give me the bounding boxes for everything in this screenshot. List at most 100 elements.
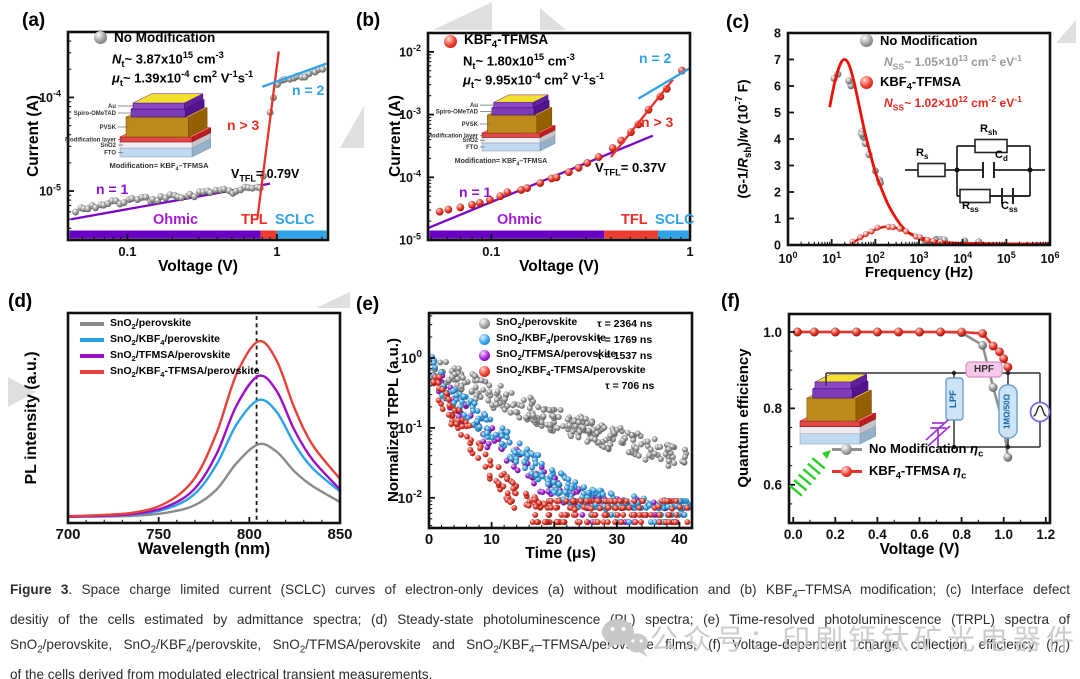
panel-b-x-axis-label: Voltage (V) <box>519 258 599 275</box>
svg-text:0.8: 0.8 <box>952 527 971 542</box>
svg-text:5: 5 <box>774 106 781 120</box>
panel-d-legend-3: SnO2/TFMSA/perovskite <box>110 349 231 364</box>
svg-text:1.0: 1.0 <box>994 527 1013 542</box>
panel-d-label: (d) <box>8 291 33 312</box>
circuit-label-lpf: LPF <box>948 390 959 408</box>
svg-text:4: 4 <box>774 133 781 147</box>
svg-text:1: 1 <box>774 212 781 226</box>
panel-f-legend-1: No Modification ηc <box>869 441 984 459</box>
svg-text:1.0: 1.0 <box>763 325 782 340</box>
svg-text:7: 7 <box>774 53 781 67</box>
watermark-text: 公众号：印刷钙钛矿光电器件 <box>650 624 1080 655</box>
svg-text:700: 700 <box>55 526 80 543</box>
panel-e-legend-entry-4: SnO2/KBF4-TFMSA/perovskite <box>479 364 646 378</box>
panel-c-nss-2: NSS~ 1.02×1012 cm-2 eV-1 <box>884 94 1022 113</box>
panel-e-legend-entry-1: SnO2/perovskite <box>479 316 577 330</box>
svg-text:3: 3 <box>774 159 781 173</box>
panel-b-legend-title: KBF4-TFMSA <box>464 32 549 51</box>
panel-e-legend-entry-3: SnO2/TFMSA/perovskite <box>479 348 616 362</box>
gray-line-swatch-icon <box>80 322 104 326</box>
svg-text:6: 6 <box>774 80 781 94</box>
panel-e-label: (e) <box>356 294 380 315</box>
svg-text:PVSK: PVSK <box>462 122 479 128</box>
svg-text:0.1: 0.1 <box>118 244 136 259</box>
panel-a-x-axis-label: Voltage (V) <box>158 258 238 275</box>
red-sphere-marker-icon <box>860 76 873 90</box>
circuit-label-hpf: HPF <box>974 364 994 375</box>
panel-a-vtfl: VTFL= 0.79V <box>231 167 300 184</box>
panel-e-tau-4: τ = 706 ns <box>605 380 655 392</box>
circuit-label-rs: Rs <box>916 147 929 162</box>
panel-c-legend-entry-1: No Modification <box>860 33 978 48</box>
svg-text:750: 750 <box>146 526 171 543</box>
gray-sphere-marker-icon <box>860 34 873 47</box>
panel-e-x-axis-label: Time (μs) <box>525 545 596 562</box>
figure-caption: Figure 3. Space charge limited current (… <box>10 578 1070 679</box>
panel-f-label: (f) <box>721 291 740 312</box>
gray-sphere-marker-icon <box>94 31 107 44</box>
red-sphere-marker-icon <box>479 365 490 377</box>
svg-text:1: 1 <box>273 244 280 259</box>
panel-a-trap-density: Nt~ 3.87x1015 cm-3 <box>112 50 224 69</box>
panel-d-legend-1: SnO2/perovskite <box>110 317 192 332</box>
blue-sphere-marker-icon <box>479 333 490 345</box>
panel-f-x-axis-label: Voltage (V) <box>879 541 960 558</box>
panel-c-nss-1: NSS~ 1.05×1013 cm-2 eV-1 <box>884 53 1022 72</box>
panel-a-annotation-n3: n > 3 <box>227 117 260 133</box>
caption-line-4: of the cells derived from modulated elec… <box>10 667 433 679</box>
panel-b-trap-density: Nt~ 1.80x1015 cm-3 <box>463 52 575 71</box>
panel-a-annotation-n1: n = 1 <box>96 181 129 197</box>
svg-text:850: 850 <box>327 526 352 543</box>
purple-line-swatch-icon <box>80 354 104 358</box>
caption-line-2: desitiy of the cells estimated by admitt… <box>10 612 1070 628</box>
svg-text:2: 2 <box>774 186 781 200</box>
panel-b-inset-caption: Modification= KBF4–TFMSA <box>454 158 548 168</box>
svg-text:0.2: 0.2 <box>826 527 845 542</box>
gray-line-sphere-swatch-icon <box>832 443 862 455</box>
panel-f-legend-2: KBF4-TFMSA ηc <box>869 463 967 481</box>
panel-c-legend-title-1: No Modification <box>880 33 978 48</box>
svg-text:0.6: 0.6 <box>910 527 929 542</box>
panel-f-legend-entry-2: KBF4-TFMSA ηc <box>832 463 966 481</box>
circuit-label-rsh: Rsh <box>980 123 998 138</box>
panel-a-region-ohmic: Ohmic <box>153 212 199 228</box>
panel-b-y-axis-label: Current (A) <box>387 95 404 177</box>
panel-e-tau-2: τ = 1769 ns <box>597 334 653 346</box>
panel-d-legend-4: SnO2/KBF4-TFMSA/perovskite <box>110 365 260 380</box>
panel-b-region-tfl: TFL <box>621 212 648 228</box>
svg-text:FTO: FTO <box>466 145 478 151</box>
red-sphere-marker-icon <box>444 34 457 48</box>
panel-c-label: (c) <box>726 12 750 33</box>
red-line-sphere-swatch-icon <box>832 465 862 477</box>
panel-a-legend-title: No Modification <box>114 30 216 45</box>
circuit-label-load: 1MΩ/50Ω <box>1002 393 1012 430</box>
caption-line-1: Figure 3. Space charge limited current (… <box>10 582 1071 601</box>
svg-text:0.0: 0.0 <box>784 527 803 542</box>
panel-e-y-axis-label: Normalized TRPL (a.u.) <box>385 338 402 502</box>
panel-d-legend-entry-2: SnO2/KBF4/perovskite <box>80 333 220 347</box>
panel-b-region-ohmic: Ohmic <box>497 212 543 228</box>
blue-line-swatch-icon <box>80 338 104 342</box>
panel-f-y-axis-label: Quantum efficiency <box>735 348 752 488</box>
panel-c-x-axis-label: Frequency (Hz) <box>864 264 974 281</box>
svg-text:1.2: 1.2 <box>1036 527 1055 542</box>
svg-text:Spiro-OMeTAD: Spiro-OMeTAD <box>74 111 117 117</box>
panel-e-legend-2: SnO2/KBF4/perovskite <box>496 332 606 347</box>
panel-b-label: (b) <box>356 10 381 31</box>
svg-text:Au: Au <box>108 104 116 110</box>
svg-text:40: 40 <box>671 531 688 548</box>
svg-text:0: 0 <box>774 239 781 253</box>
svg-text:0.1: 0.1 <box>482 244 500 259</box>
panel-b-legend-entry: KBF4-TFMSA <box>444 32 548 51</box>
purple-sphere-marker-icon <box>479 349 490 361</box>
panel-f-legend-entry-1: No Modification ηc <box>832 441 983 459</box>
panel-e-legend-3: SnO2/TFMSA/perovskite <box>496 348 617 363</box>
panel-d-x-axis-label: Wavelength (nm) <box>137 540 271 558</box>
svg-text:Spiro-OMeTAD: Spiro-OMeTAD <box>436 109 479 115</box>
panel-a-mobility: μt~ 1.39x10-4 cm2 V-1s-1 <box>112 69 254 88</box>
panel-a-region-sclc: SCLC <box>275 212 315 228</box>
panel-c-legend-entry-2: KBF4-TFMSA <box>860 74 961 92</box>
panel-d-legend-entry-3: SnO2/TFMSA/perovskite <box>80 349 230 363</box>
svg-text:0.4: 0.4 <box>868 527 887 542</box>
